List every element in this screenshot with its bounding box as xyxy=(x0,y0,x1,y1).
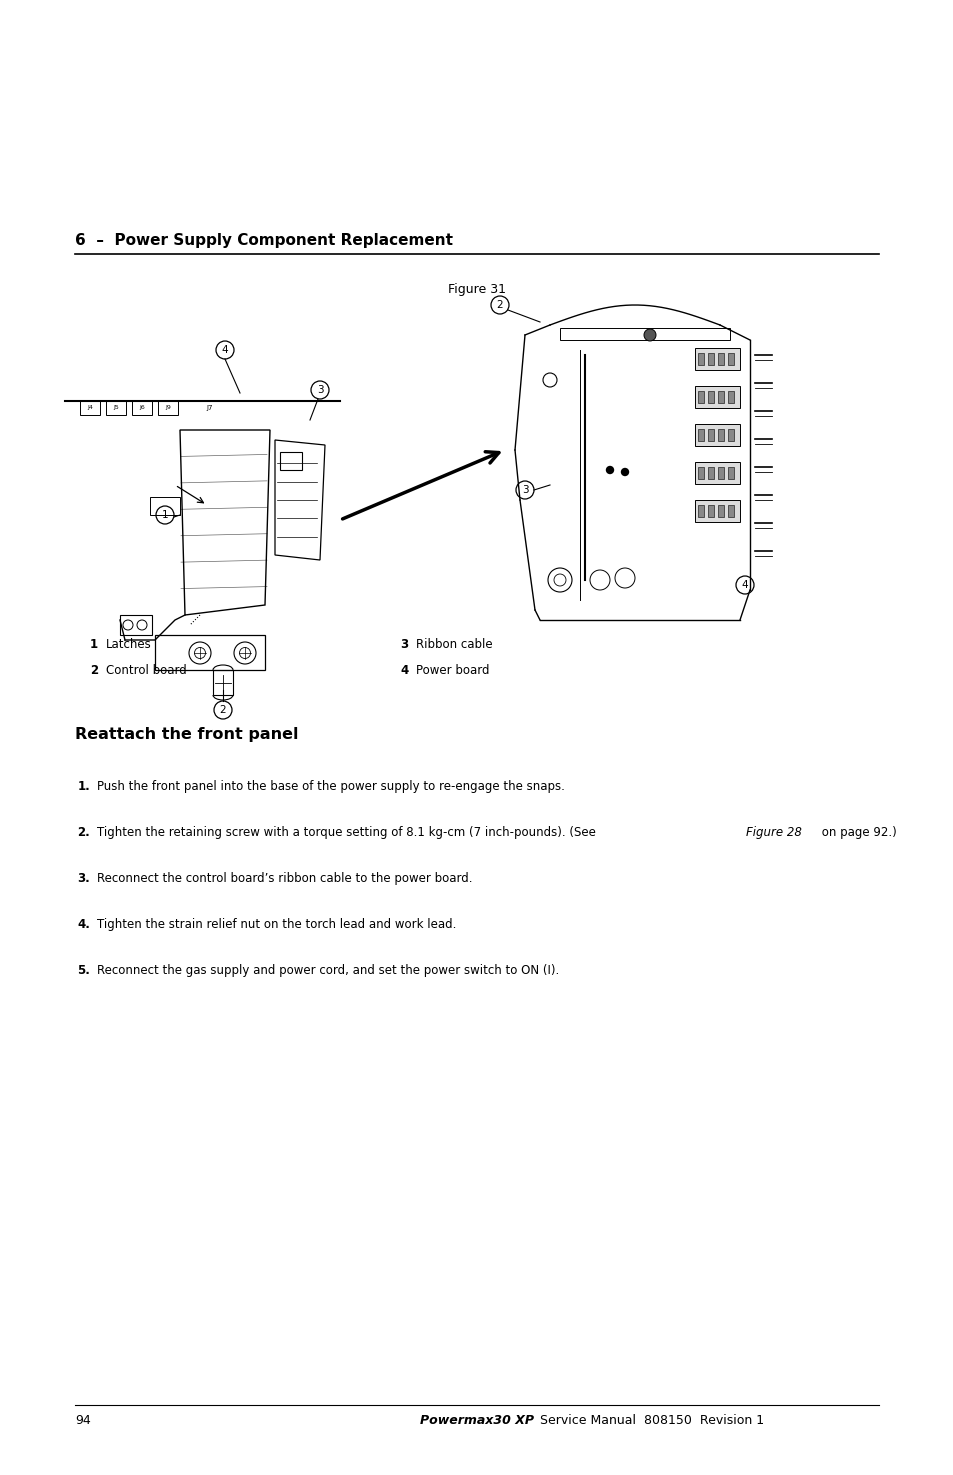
Bar xyxy=(698,504,703,518)
Circle shape xyxy=(643,329,656,341)
Bar xyxy=(154,636,265,670)
Bar xyxy=(695,386,740,409)
Bar xyxy=(707,429,713,441)
Text: 3: 3 xyxy=(399,639,408,652)
Text: Reconnect the control board’s ribbon cable to the power board.: Reconnect the control board’s ribbon cab… xyxy=(97,872,472,885)
Text: 4: 4 xyxy=(740,580,747,590)
Bar xyxy=(707,391,713,403)
Circle shape xyxy=(620,469,628,475)
Text: 3.: 3. xyxy=(77,872,90,885)
Bar xyxy=(158,401,178,414)
Bar xyxy=(727,353,733,364)
Text: 4: 4 xyxy=(221,345,228,355)
Bar xyxy=(132,401,152,414)
Circle shape xyxy=(606,466,613,473)
Bar xyxy=(120,615,152,636)
Bar xyxy=(718,353,723,364)
Text: Figure 31: Figure 31 xyxy=(448,283,505,296)
Bar xyxy=(80,401,100,414)
Text: 5.: 5. xyxy=(77,965,90,976)
Text: 94: 94 xyxy=(75,1413,91,1426)
Text: Tighten the strain relief nut on the torch lead and work lead.: Tighten the strain relief nut on the tor… xyxy=(97,917,456,931)
Text: 2: 2 xyxy=(497,299,503,310)
Text: 4: 4 xyxy=(399,665,408,677)
Text: J7: J7 xyxy=(207,406,213,412)
Text: J5: J5 xyxy=(113,406,119,410)
Text: 3: 3 xyxy=(316,385,323,395)
Text: Push the front panel into the base of the power supply to re-engage the snaps.: Push the front panel into the base of th… xyxy=(97,780,564,794)
Bar xyxy=(727,391,733,403)
Text: 6  –  Power Supply Component Replacement: 6 – Power Supply Component Replacement xyxy=(75,233,453,248)
Text: J6: J6 xyxy=(139,406,145,410)
Text: Latches: Latches xyxy=(106,639,152,652)
Bar xyxy=(718,429,723,441)
Text: 1.: 1. xyxy=(77,780,90,794)
Bar xyxy=(695,348,740,370)
Text: Control board: Control board xyxy=(106,665,187,677)
Bar xyxy=(698,353,703,364)
Bar xyxy=(707,353,713,364)
Text: Power board: Power board xyxy=(416,665,489,677)
Bar xyxy=(727,468,733,479)
Bar xyxy=(695,500,740,522)
Bar xyxy=(727,504,733,518)
Bar xyxy=(559,327,729,341)
Bar xyxy=(698,391,703,403)
Bar xyxy=(707,504,713,518)
Text: 1: 1 xyxy=(90,639,98,652)
Bar xyxy=(280,451,302,471)
Text: Service Manual  808150  Revision 1: Service Manual 808150 Revision 1 xyxy=(539,1413,763,1426)
Bar xyxy=(213,670,233,695)
Bar xyxy=(698,429,703,441)
Text: 2: 2 xyxy=(90,665,98,677)
Text: Tighten the retaining screw with a torque setting of 8.1 kg-cm (7 inch-pounds). : Tighten the retaining screw with a torqu… xyxy=(97,826,599,839)
Text: 4.: 4. xyxy=(77,917,90,931)
Bar xyxy=(695,423,740,445)
Bar xyxy=(698,468,703,479)
Bar xyxy=(718,391,723,403)
Text: 1: 1 xyxy=(161,510,168,521)
Bar xyxy=(106,401,126,414)
Text: Powermax30 XP: Powermax30 XP xyxy=(419,1413,534,1426)
Text: 2.: 2. xyxy=(77,826,90,839)
Text: J4: J4 xyxy=(87,406,92,410)
Bar xyxy=(695,462,740,484)
Text: 3: 3 xyxy=(521,485,528,496)
Bar xyxy=(707,468,713,479)
Text: Figure 28: Figure 28 xyxy=(744,826,801,839)
Text: Ribbon cable: Ribbon cable xyxy=(416,639,492,652)
Bar xyxy=(718,504,723,518)
Bar xyxy=(718,468,723,479)
Text: J9: J9 xyxy=(165,406,171,410)
Text: Reconnect the gas supply and power cord, and set the power switch to ON (I).: Reconnect the gas supply and power cord,… xyxy=(97,965,558,976)
Bar xyxy=(150,497,180,515)
Bar xyxy=(727,429,733,441)
Text: on page 92.): on page 92.) xyxy=(817,826,896,839)
Text: Reattach the front panel: Reattach the front panel xyxy=(75,727,298,742)
Text: 2: 2 xyxy=(219,705,226,715)
